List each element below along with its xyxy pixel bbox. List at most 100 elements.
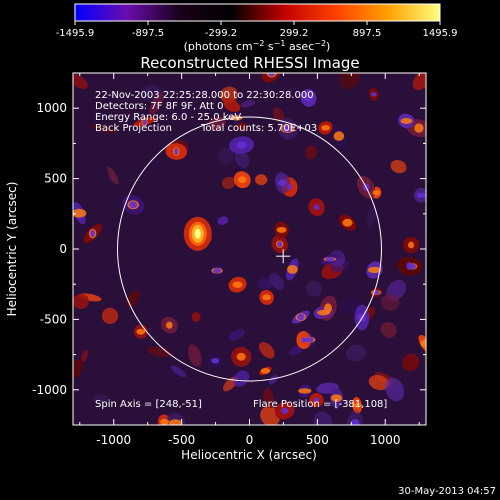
y-tick-label: 1000 [36,101,67,115]
x-tick-label: 500 [306,433,329,447]
emission-hotspot [232,281,243,288]
emission-hotspot [400,118,413,124]
annotation-time-range: 22-Nov-2003 22:25:28.000 to 22:30:28.000 [95,90,314,101]
emission-negative-spot [211,358,220,364]
emission-hotspot [352,403,362,408]
emission-patch [412,73,426,91]
emission-patch [220,86,238,104]
emission-hotspot [414,123,424,133]
emission-negative-spot [142,118,147,126]
emission-negative-spot [325,257,335,262]
emission-patch [339,297,360,315]
emission-patch [222,176,236,190]
emission-hotspot [342,218,353,227]
y-tick-label: -1000 [32,383,67,397]
emission-hotspot [168,419,182,425]
emission-negative-spot [304,94,313,101]
emission-patch [73,74,88,89]
emission-hotspot [420,339,426,348]
emission-patch [92,394,108,404]
emission-negative-spot [313,397,320,403]
emission-patch [92,124,117,134]
plot-background [73,73,426,425]
annotation-energy-range: Energy Range: 6.0 - 25.0 keV [95,112,241,123]
emission-patch [218,147,235,165]
colorbar-tick-label: -299.2 [205,28,237,39]
emission-hotspot [260,368,271,374]
spin-axis-marker [276,249,291,264]
emission-negative-spot [410,263,417,270]
emission-negative-spot [278,179,288,187]
emission-patch [217,216,229,226]
emission-negative-spot [282,125,293,133]
emission-patch [170,365,187,378]
emission-negative-spot [213,267,222,274]
colorbar-tick-label: -897.5 [132,28,164,39]
y-axis-label: Heliocentric Y (arcsec) [5,182,19,317]
emission-patch [368,375,390,391]
emission-patch [259,342,275,359]
annotation-method: Back Projection [95,123,172,134]
emission-hotspot [160,418,170,425]
emission-negative-spot [281,407,289,414]
footer-date: 30-May-2013 04:57 [398,486,496,497]
emission-patch [367,206,377,226]
emission-negative-spot [350,419,360,425]
emission-hotspot [236,352,246,361]
emission-patch [380,293,400,311]
emission-patch [147,346,171,358]
annotation-detectors: Detectors: 7F 8F 9F, Att 0 [95,101,223,112]
emission-patch [233,370,250,387]
emission-negative-spot [287,184,292,190]
annotation-total-counts: Total counts: 5.70E+03 [200,123,317,134]
colorbar-tick-label: 299.2 [280,28,309,39]
emission-patch [237,122,246,131]
colorbar-ticks: -1495.9 -897.5 -299.2 299.2 897.5 1495.9 [56,21,458,39]
emission-patch [191,311,201,323]
emission-patch [380,321,397,338]
emission-hotspot [166,321,173,329]
emission-negative-spot [416,192,426,198]
emission-negative-spot [277,241,283,248]
x-tick-label: 0 [246,433,254,447]
axis-ticks [73,72,426,426]
colorbar-tick-label: 897.5 [353,28,382,39]
emission-negative-spot [303,337,314,343]
x-tick-label: -500 [168,433,195,447]
emission-negative-spot [371,92,377,97]
emission-patch [268,374,278,385]
emission-patch [101,307,119,324]
emission-hotspot [238,176,247,184]
y-tick-labels: 1000 500 0 -500 -1000 [32,101,67,397]
y-tick-label: -500 [40,312,67,326]
emission-patch [384,377,405,402]
y-tick-label: 0 [59,242,67,256]
solar-limb-circle [117,116,382,382]
emission-patch [257,278,272,290]
emission-patch [73,293,89,310]
emission-map [73,73,426,425]
emission-hotspot [333,131,345,141]
y-tick-label: 500 [44,172,67,186]
emission-hotspot [317,309,330,316]
emission-patch [188,344,202,367]
emission-patch [73,359,83,379]
emission-patch [223,98,241,113]
emission-hotspot [287,264,298,274]
emission-hotspot [372,190,381,196]
emission-patch [345,344,366,362]
emission-hotspot [368,266,381,274]
colorbar [74,3,441,22]
emission-hotspot [73,208,87,218]
emission-hotspot [262,294,271,301]
emission-patch [402,353,420,372]
emission-hotspot [331,394,343,402]
emission-patch [234,150,250,168]
emission-negative-spot [90,229,96,238]
emission-patch [107,166,119,185]
emission-hotspot [408,241,415,249]
colorbar-tick-label: -1495.9 [56,28,95,39]
emission-patch [339,73,360,90]
emission-patch [255,174,268,186]
